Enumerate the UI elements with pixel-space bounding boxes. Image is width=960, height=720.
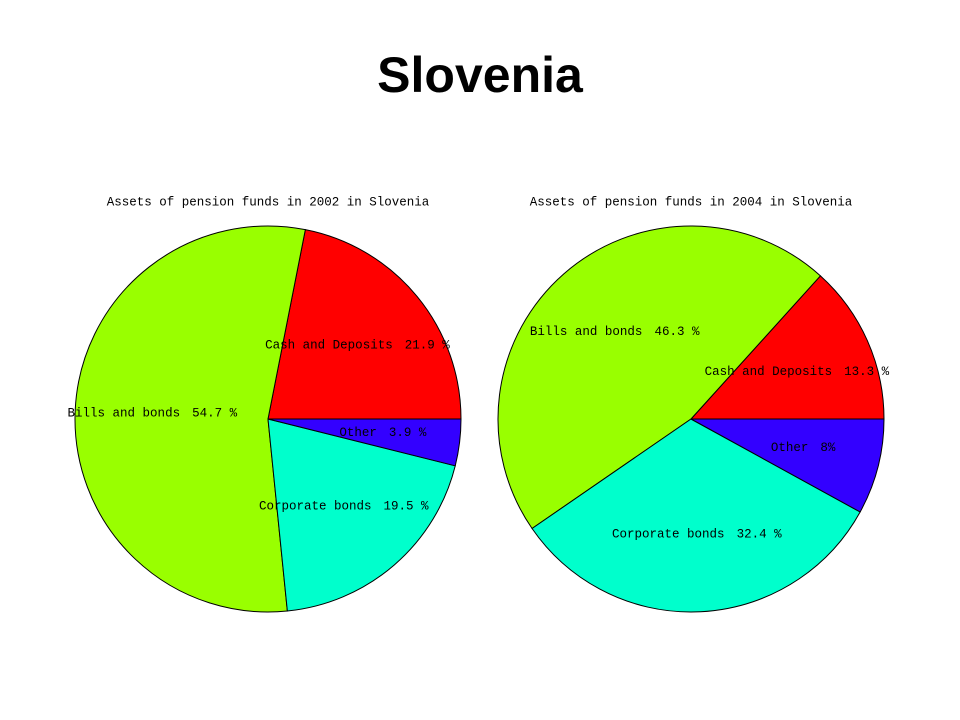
slice-category: Corporate bonds <box>259 500 372 514</box>
slice-category: Cash and Deposits <box>705 365 833 379</box>
slice-value: 46.3 % <box>654 325 700 339</box>
pie-slice <box>267 418 462 467</box>
chart-title: Assets of pension funds in 2004 in Slove… <box>530 195 853 209</box>
pie-slice <box>497 225 822 530</box>
pie-slice <box>267 229 462 420</box>
slice-value: 8% <box>820 441 836 455</box>
slice-value: 54.7 % <box>192 407 238 421</box>
slice-category: Corporate bonds <box>612 528 725 542</box>
slice-label: Cash and Deposits 21.9 % <box>265 339 450 353</box>
slice-value: 3.9 % <box>389 426 427 440</box>
slice-label: Bills and bonds 54.7 % <box>68 407 238 421</box>
slide-title: Slovenia <box>377 47 584 103</box>
pie-slice <box>267 418 456 612</box>
slice-label: Bills and bonds 46.3 % <box>530 325 700 339</box>
slice-category: Bills and bonds <box>530 325 643 339</box>
slice-label: Other 8% <box>771 441 836 455</box>
pie-slice <box>690 418 885 513</box>
slice-label: Other 3.9 % <box>339 426 427 440</box>
pie-slice <box>74 225 306 613</box>
slice-label: Cash and Deposits 13.3 % <box>705 365 890 379</box>
slice-value: 21.9 % <box>405 339 451 353</box>
chart-title: Assets of pension funds in 2002 in Slove… <box>107 195 430 209</box>
slice-category: Cash and Deposits <box>265 339 393 353</box>
slice-label: Corporate bonds 32.4 % <box>612 528 782 542</box>
slice-label: Corporate bonds 19.5 % <box>259 500 429 514</box>
slice-category: Other <box>339 426 377 440</box>
slice-value: 19.5 % <box>384 500 430 514</box>
slice-value: 32.4 % <box>737 528 783 542</box>
slice-category: Other <box>771 441 809 455</box>
slice-category: Bills and bonds <box>68 407 181 421</box>
slice-value: 13.3 % <box>844 365 890 379</box>
pie-slice <box>689 275 885 420</box>
